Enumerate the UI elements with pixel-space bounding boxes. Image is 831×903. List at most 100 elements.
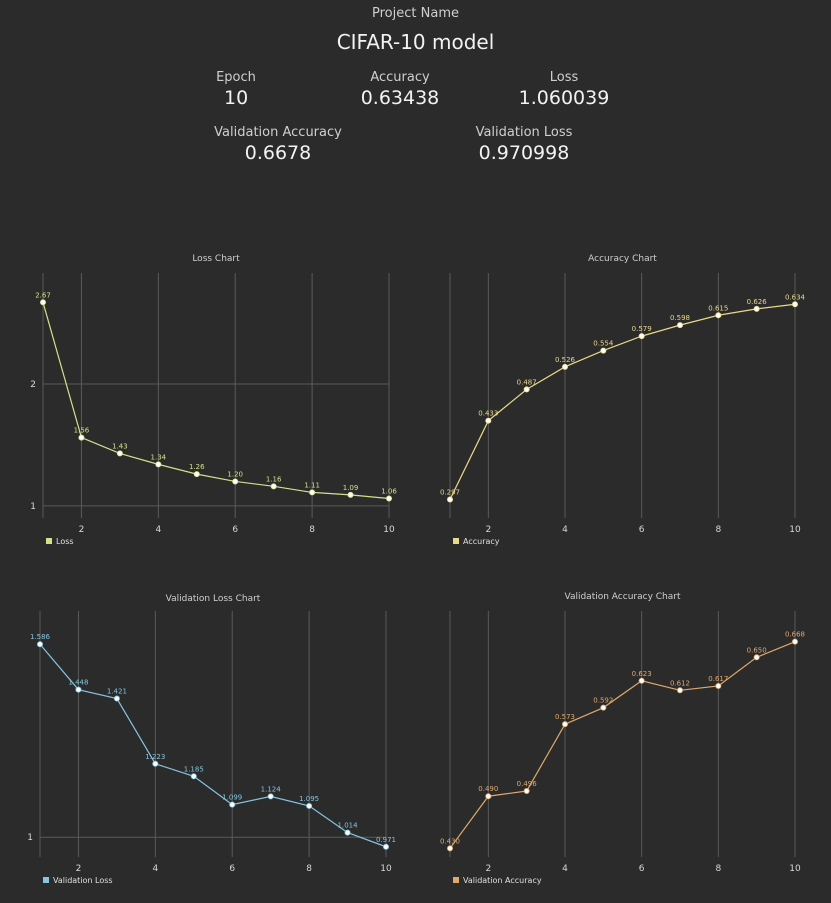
data-label: 1.421 [107, 688, 127, 696]
data-point [600, 347, 607, 354]
metric-loss: Loss 1.060039 [500, 70, 628, 109]
data-label: 0.430 [440, 837, 460, 845]
x-tick-label: 6 [232, 525, 238, 535]
x-tick-label: 10 [383, 525, 395, 535]
x-tick-label: 4 [155, 525, 161, 535]
data-point [155, 461, 162, 468]
validation-accuracy-chart: Validation Accuracy Chart 2 4 6 8 10 0.430 0.49… [415, 585, 831, 895]
data-point [485, 793, 492, 800]
loss-chart: Loss Chart 2 4 6 8 10 1 2 2.67 1.56 1.43 1.34 1.26 1.… [0, 245, 415, 555]
data-point [791, 638, 798, 645]
validation-loss-chart: Validation Loss Chart 2 4 6 8 10 1 1.586 1.448 1.… [0, 585, 415, 895]
x-tick-label: 4 [562, 864, 568, 874]
series-line [449, 303, 796, 500]
data-point [715, 682, 722, 689]
data-point [561, 363, 568, 370]
data-label: 1.586 [30, 633, 51, 641]
project-name-label: Project Name [372, 6, 459, 21]
data-point [344, 829, 351, 836]
metric-epoch-label: Epoch [216, 70, 256, 85]
x-tick-label: 2 [79, 525, 85, 535]
legend-swatch [453, 877, 459, 883]
data-label: 0.598 [670, 314, 690, 322]
data-point [715, 312, 722, 319]
chart-title: Accuracy Chart [588, 254, 657, 264]
data-label: 0.615 [708, 304, 728, 312]
data-point [676, 687, 683, 694]
metric-accuracy-value: 0.63438 [360, 87, 440, 109]
validation-accuracy-chart-svg: Validation Accuracy Chart 2 4 6 8 10 0.430 0.49… [440, 592, 805, 885]
data-point [485, 417, 492, 424]
data-label: 1.06 [381, 488, 397, 496]
data-point [75, 686, 82, 693]
legend-label: Validation Loss [53, 876, 113, 885]
data-label: 0.554 [593, 340, 614, 348]
series-line [449, 641, 796, 849]
data-label: 0.634 [785, 293, 806, 301]
data-point [232, 478, 239, 485]
metric-validation-accuracy: Validation Accuracy 0.6678 [198, 125, 358, 164]
x-tick-label: 6 [639, 864, 645, 874]
legend-swatch [453, 538, 459, 544]
data-label: 1.099 [222, 794, 242, 802]
x-tick-label: 2 [76, 864, 82, 874]
data-label: 0.433 [478, 410, 498, 418]
data-point [37, 641, 44, 648]
data-label: 1.014 [338, 822, 359, 830]
data-label: 2.67 [35, 291, 51, 299]
x-tick-label: 2 [485, 525, 491, 535]
legend-label: Loss [56, 537, 74, 546]
data-label: 1.223 [145, 753, 165, 761]
data-label: 1.43 [112, 442, 128, 450]
legend-label: Validation Accuracy [463, 876, 542, 885]
data-point [229, 801, 236, 808]
data-label: 0.668 [785, 631, 805, 639]
data-label: 1.11 [304, 481, 320, 489]
metric-validation-loss-value: 0.970998 [478, 142, 570, 164]
legend-swatch [43, 877, 49, 883]
data-label: 1.56 [74, 427, 90, 435]
metric-epoch: Epoch 10 [186, 70, 286, 109]
data-point [791, 301, 798, 308]
data-label: 1.09 [343, 484, 359, 492]
validation-loss-chart-svg: Validation Loss Chart 2 4 6 8 10 1 1.586 1.448 1.… [27, 594, 396, 885]
data-label: 1.16 [266, 475, 282, 483]
accuracy-chart: Accuracy Chart 2 4 6 8 10 0.297 0.433 0.487 0.526… [415, 245, 831, 555]
data-label: 0.297 [440, 488, 460, 496]
data-label: 0.971 [376, 836, 396, 844]
y-tick-label: 1 [30, 502, 36, 512]
x-tick-label: 8 [306, 864, 312, 874]
x-tick-label: 6 [229, 864, 235, 874]
data-point [753, 654, 760, 661]
data-label: 0.526 [555, 356, 576, 364]
data-label: 0.626 [747, 298, 768, 306]
x-tick-label: 2 [485, 864, 491, 874]
data-label: 0.496 [517, 780, 538, 788]
series-line [39, 643, 387, 848]
x-tick-label: 10 [380, 864, 392, 874]
data-point [152, 760, 159, 767]
data-point [561, 721, 568, 728]
data-point [382, 843, 389, 850]
legend-label: Accuracy [463, 537, 500, 546]
data-label: 0.579 [632, 325, 652, 333]
data-point [385, 495, 392, 502]
metric-epoch-value: 10 [224, 87, 249, 109]
data-label: 1.124 [261, 785, 282, 793]
x-tick-label: 4 [562, 525, 568, 535]
x-tick-label: 6 [639, 525, 645, 535]
chart-title: Validation Loss Chart [166, 594, 261, 604]
data-point [676, 322, 683, 329]
data-point [270, 483, 277, 490]
data-label: 0.592 [593, 697, 613, 705]
data-point [306, 802, 313, 809]
data-point [447, 845, 454, 852]
x-tick-label: 8 [309, 525, 315, 535]
y-tick-label: 2 [30, 380, 36, 390]
metric-validation-accuracy-value: 0.6678 [244, 142, 312, 164]
metric-validation-loss: Validation Loss 0.970998 [452, 125, 596, 164]
data-label: 1.448 [68, 679, 88, 687]
data-point [600, 704, 607, 711]
series-line [42, 302, 390, 500]
